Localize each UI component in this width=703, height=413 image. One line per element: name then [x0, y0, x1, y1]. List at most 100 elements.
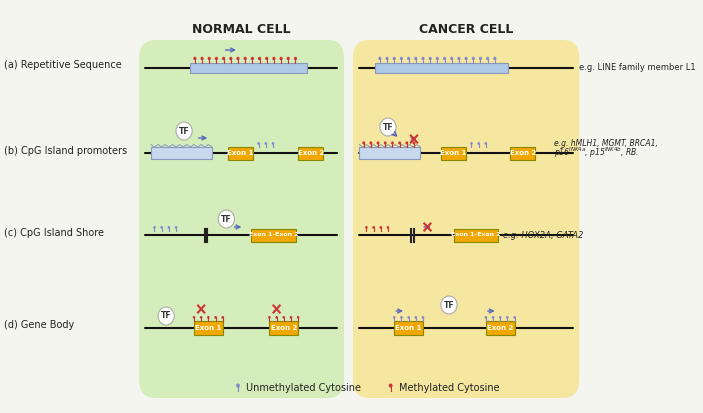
Circle shape [290, 316, 292, 319]
Bar [191, 63, 307, 73]
FancyBboxPatch shape [139, 40, 344, 398]
Circle shape [244, 57, 247, 60]
Text: Exon 2: Exon 2 [487, 325, 513, 331]
Text: Exon 1: Exon 1 [195, 325, 221, 331]
Circle shape [218, 210, 234, 228]
Circle shape [160, 226, 163, 229]
Circle shape [373, 226, 375, 229]
Text: p16$^{INK4a}$, p15$^{INK4b}$, RB.: p16$^{INK4a}$, p15$^{INK4b}$, RB. [554, 146, 639, 160]
Circle shape [283, 316, 285, 319]
Circle shape [415, 316, 417, 319]
Bar [453, 228, 498, 242]
Circle shape [272, 57, 276, 60]
Circle shape [264, 142, 267, 145]
Circle shape [458, 57, 460, 60]
Bar [252, 228, 297, 242]
Text: Exon 1: Exon 1 [228, 150, 254, 156]
Circle shape [389, 384, 392, 388]
Circle shape [276, 316, 278, 319]
Circle shape [193, 316, 195, 319]
Circle shape [398, 141, 401, 145]
Text: Exon 1: Exon 1 [395, 325, 422, 331]
Circle shape [280, 57, 283, 60]
Circle shape [441, 296, 457, 314]
Text: TF: TF [221, 214, 231, 223]
Bar [441, 147, 466, 159]
Circle shape [380, 118, 396, 136]
Circle shape [153, 226, 156, 229]
Bar [151, 147, 212, 159]
Circle shape [258, 57, 261, 60]
Circle shape [272, 142, 274, 145]
Circle shape [477, 142, 480, 145]
Circle shape [465, 57, 467, 60]
Circle shape [391, 141, 394, 145]
Circle shape [236, 384, 240, 388]
Circle shape [380, 226, 382, 229]
Text: TF: TF [179, 126, 189, 135]
Circle shape [385, 57, 389, 60]
Circle shape [429, 57, 432, 60]
Circle shape [251, 57, 254, 60]
Circle shape [400, 316, 403, 319]
Bar [486, 321, 515, 335]
Text: Unmethylated Cytosine: Unmethylated Cytosine [246, 383, 361, 393]
Circle shape [365, 226, 368, 229]
Circle shape [387, 226, 389, 229]
Circle shape [484, 142, 487, 145]
Circle shape [470, 142, 472, 145]
Circle shape [215, 57, 218, 60]
Text: NORMAL CELL: NORMAL CELL [192, 23, 291, 36]
Text: Exon 2: Exon 2 [297, 150, 324, 156]
Circle shape [486, 57, 489, 60]
Text: (c) CpG Island Shore: (c) CpG Island Shore [4, 228, 105, 238]
Circle shape [268, 316, 271, 319]
Text: Exon 2: Exon 2 [271, 325, 297, 331]
Circle shape [406, 141, 408, 145]
Bar [394, 321, 423, 335]
Circle shape [384, 141, 387, 145]
Circle shape [407, 57, 410, 60]
Bar [375, 63, 508, 73]
Circle shape [393, 316, 396, 319]
Circle shape [214, 316, 217, 319]
Circle shape [200, 57, 204, 60]
Circle shape [236, 57, 240, 60]
Circle shape [294, 57, 297, 60]
Circle shape [167, 226, 170, 229]
Circle shape [499, 316, 501, 319]
Circle shape [222, 57, 225, 60]
Circle shape [421, 57, 425, 60]
Text: Exon 2: Exon 2 [510, 150, 536, 156]
Circle shape [484, 316, 487, 319]
Bar [359, 147, 420, 159]
Bar [269, 321, 298, 335]
Circle shape [257, 142, 260, 145]
Circle shape [472, 57, 475, 60]
Bar [194, 321, 223, 335]
Circle shape [221, 316, 224, 319]
Bar [510, 147, 535, 159]
Circle shape [443, 57, 446, 60]
Circle shape [287, 57, 290, 60]
Circle shape [492, 316, 494, 319]
Circle shape [362, 141, 365, 145]
Circle shape [513, 316, 516, 319]
Text: (a) Repetitive Sequence: (a) Repetitive Sequence [4, 60, 122, 70]
Text: e.g. hMLH1, MGMT, BRCA1,: e.g. hMLH1, MGMT, BRCA1, [554, 138, 658, 147]
Circle shape [377, 141, 380, 145]
Circle shape [200, 316, 202, 319]
Circle shape [422, 316, 424, 319]
Circle shape [207, 316, 209, 319]
Circle shape [494, 57, 496, 60]
Circle shape [413, 141, 415, 145]
Circle shape [479, 57, 482, 60]
Circle shape [450, 57, 453, 60]
Bar [298, 147, 323, 159]
Circle shape [506, 316, 509, 319]
Circle shape [176, 122, 192, 140]
Circle shape [378, 57, 382, 60]
Circle shape [393, 57, 396, 60]
Circle shape [370, 141, 373, 145]
Circle shape [207, 57, 211, 60]
